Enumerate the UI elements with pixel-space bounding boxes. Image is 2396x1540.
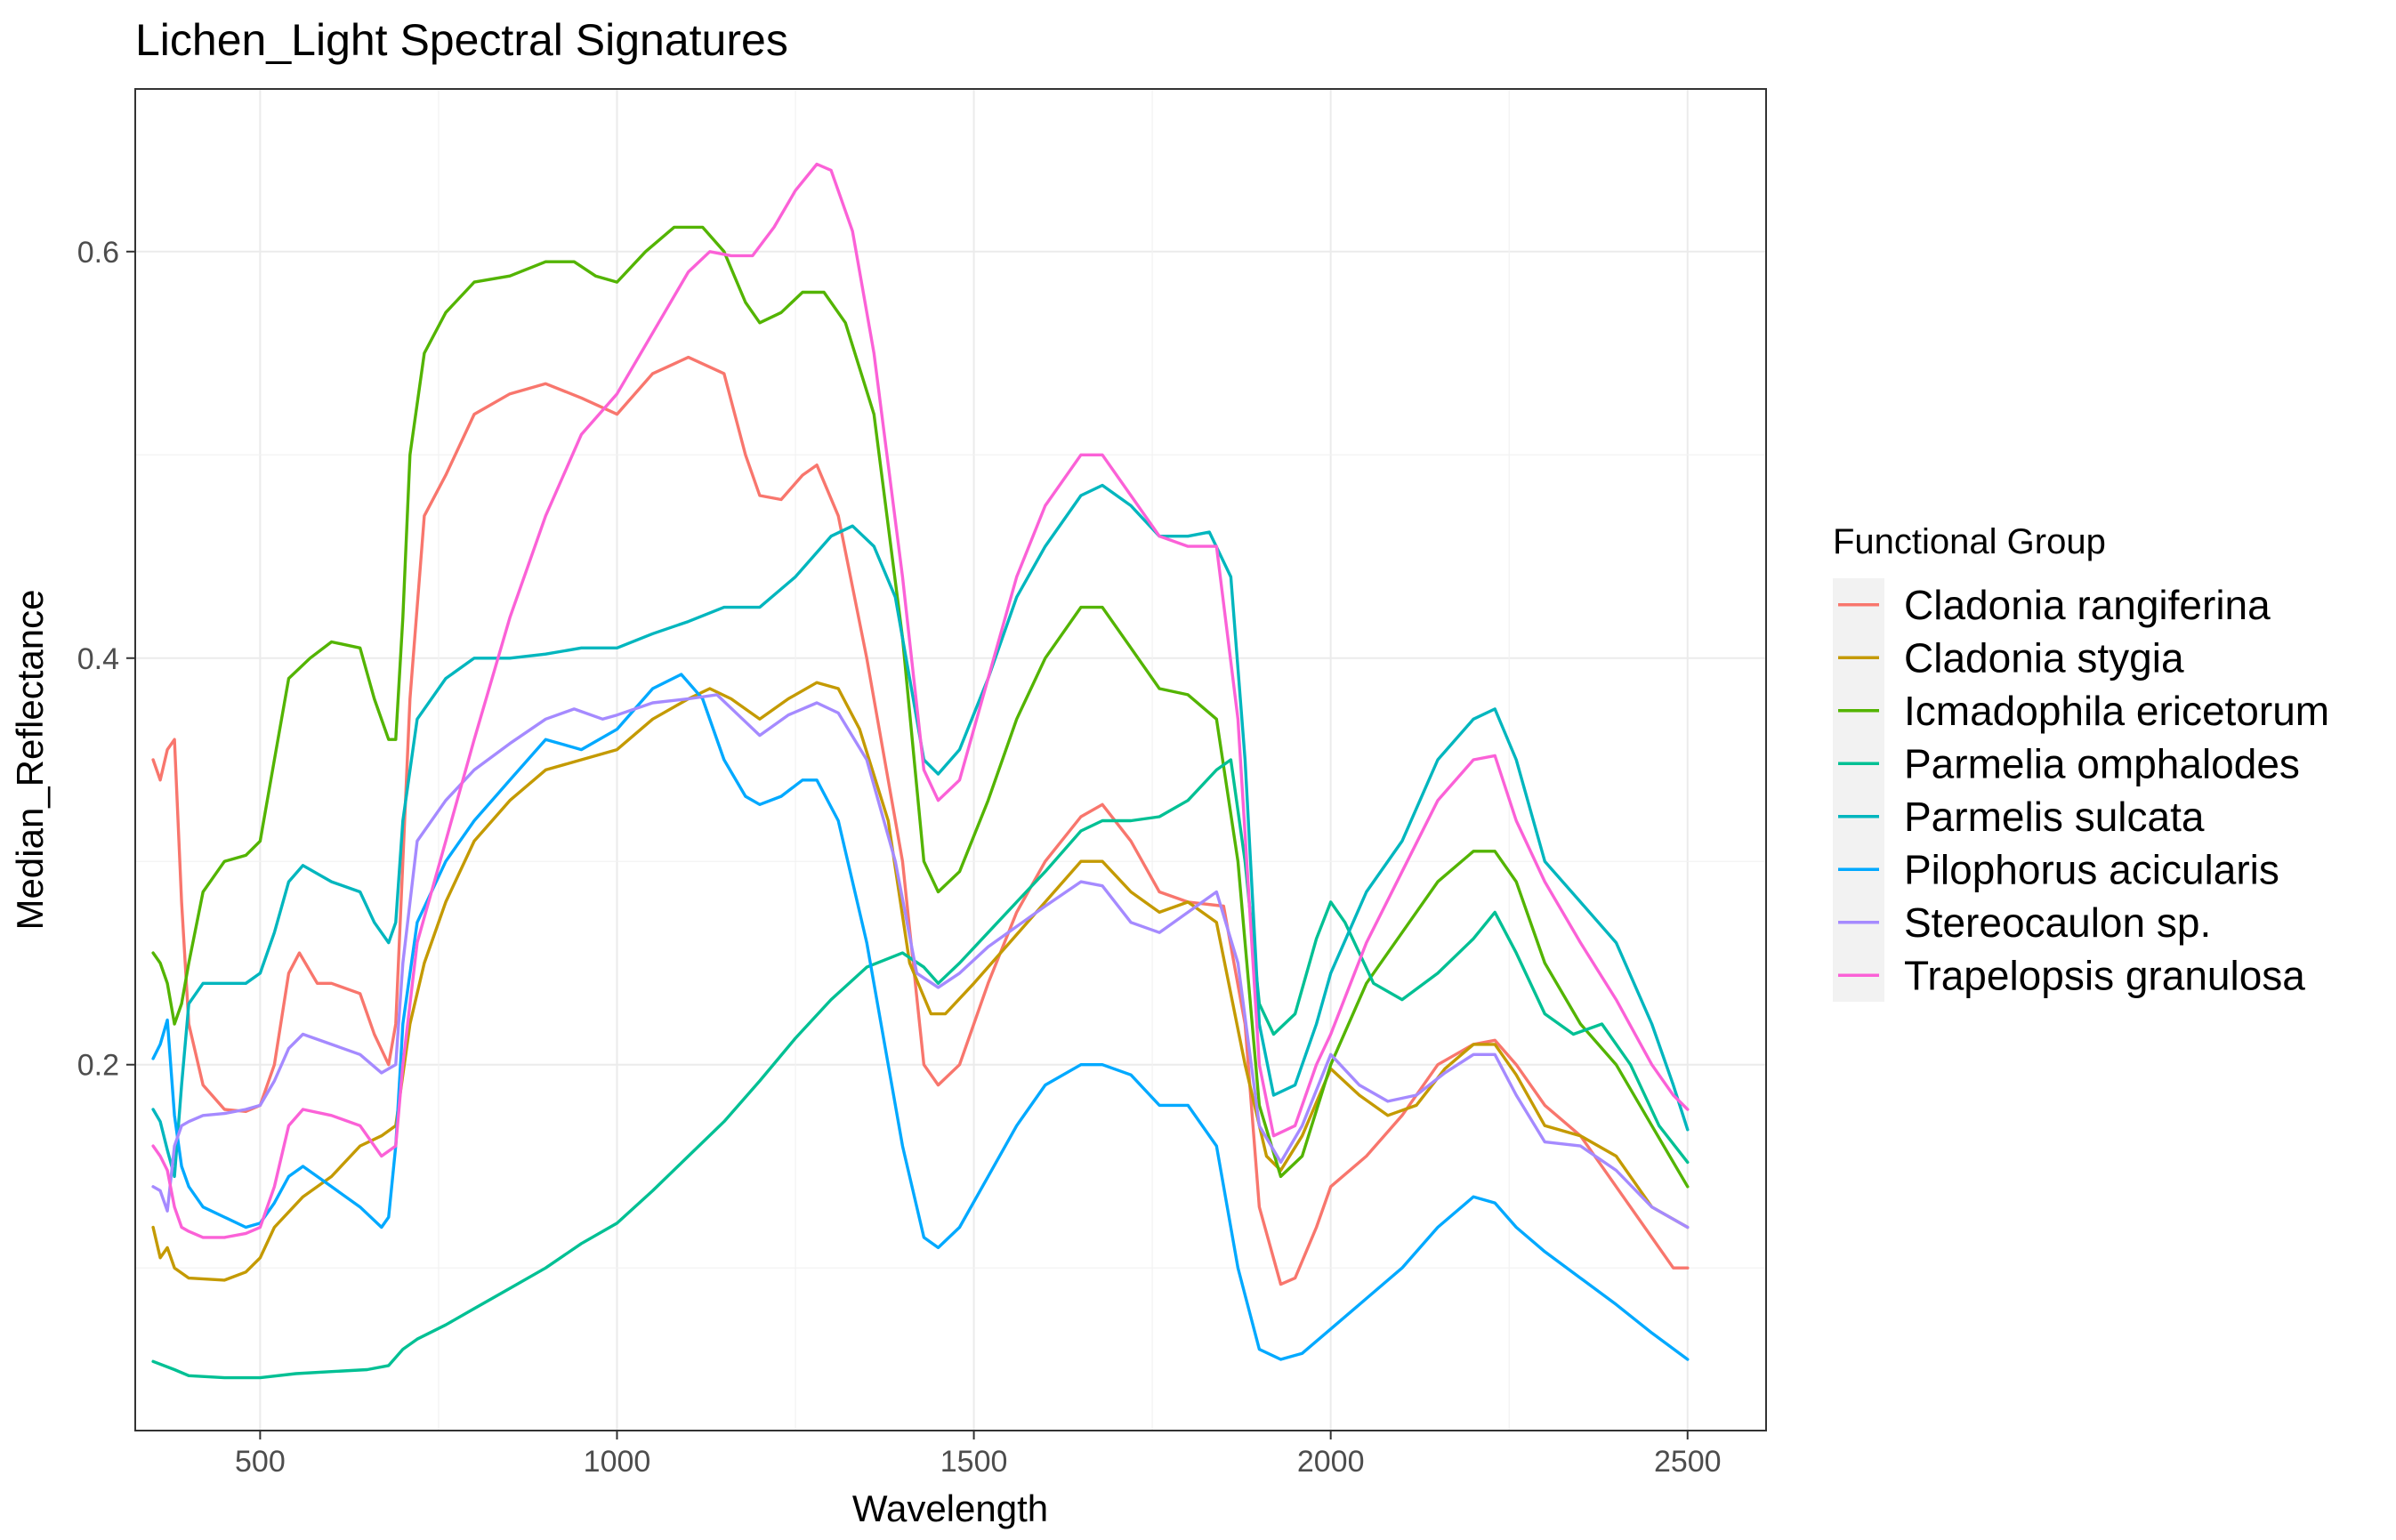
x-tick-label: 1500 — [940, 1445, 1008, 1479]
legend-label: Cladonia rangiferina — [1904, 582, 2271, 628]
y-tick-label: 0.2 — [77, 1049, 119, 1083]
legend-label: Icmadophila ericetorum — [1904, 688, 2329, 734]
y-tick-label: 0.4 — [77, 642, 119, 676]
legend-label: Trapelopsis granulosa — [1904, 952, 2305, 998]
series-line-5 — [151, 483, 1690, 1179]
plot-border — [134, 88, 1767, 1431]
x-tick-label: 2500 — [1654, 1445, 1722, 1479]
legend-label: Pilophorus acicularis — [1904, 846, 2279, 892]
series-line-6 — [151, 673, 1690, 1361]
series-layer — [151, 162, 1690, 1380]
y-axis-ticks: 0.2 0.4 0.6 — [77, 236, 135, 1083]
legend-label: Parmelis sulcata — [1904, 794, 2205, 840]
chart-title: Lichen_Light Spectral Signatures — [135, 15, 788, 65]
x-tick-label: 500 — [235, 1445, 286, 1479]
legend-label: Cladonia stygia — [1904, 634, 2184, 681]
legend-items: Cladonia rangiferina Cladonia stygia Icmad… — [1833, 578, 2329, 1002]
series-line-4 — [151, 758, 1690, 1380]
x-tick-label: 2000 — [1297, 1445, 1365, 1479]
grid-minor — [135, 89, 1766, 1431]
series-line-1 — [151, 355, 1690, 1286]
y-axis-title: Median_Reflectance — [9, 590, 51, 931]
series-line-3 — [151, 225, 1690, 1189]
legend: Functional Group Cladonia rangiferinaCla… — [1833, 522, 2329, 1002]
legend-label: Parmelia omphalodes — [1904, 740, 2300, 786]
y-tick-label: 0.6 — [77, 236, 119, 270]
series-line-7 — [151, 693, 1690, 1230]
series-line-8 — [151, 162, 1690, 1239]
legend-title: Functional Group — [1833, 522, 2106, 561]
x-axis-ticks: 500 1000 1500 2000 2500 — [235, 1431, 1722, 1479]
series-line-2 — [151, 681, 1690, 1282]
grid-major — [135, 89, 1766, 1431]
x-axis-title: Wavelength — [852, 1488, 1048, 1529]
legend-label: Stereocaulon sp. — [1904, 899, 2211, 946]
x-tick-label: 1000 — [584, 1445, 651, 1479]
